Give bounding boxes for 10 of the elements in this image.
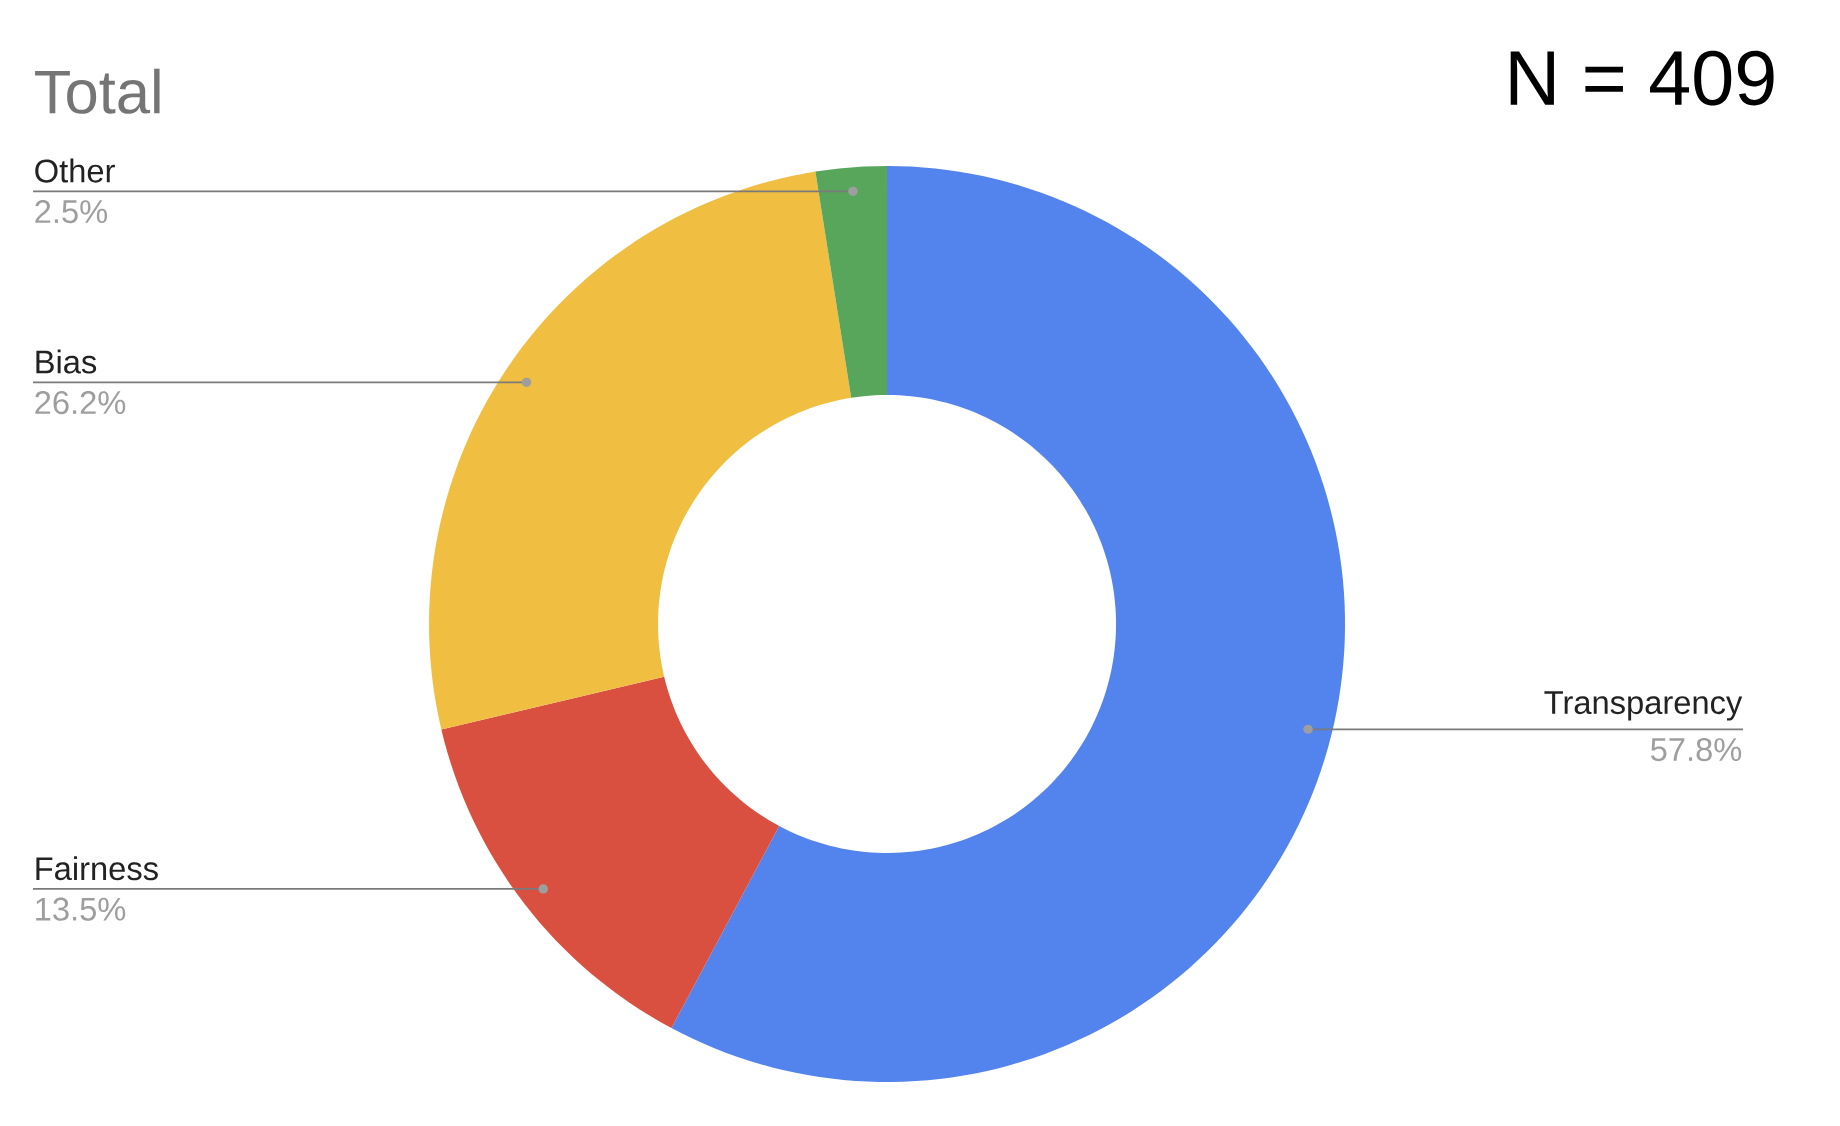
data-label: 2.5% xyxy=(35,200,108,224)
slice-label: Other xyxy=(35,158,115,183)
slice-label: Transparency xyxy=(1544,691,1743,721)
text: N = 409 xyxy=(1510,50,1774,106)
data-label: 57.8% xyxy=(1650,737,1742,762)
chart-title: Total xyxy=(35,68,160,114)
slice-label: Bias xyxy=(36,349,97,374)
slice-label: Fairness xyxy=(36,856,158,881)
data-label: 13.5% xyxy=(36,897,126,921)
data-label: 26.2% xyxy=(35,391,126,415)
